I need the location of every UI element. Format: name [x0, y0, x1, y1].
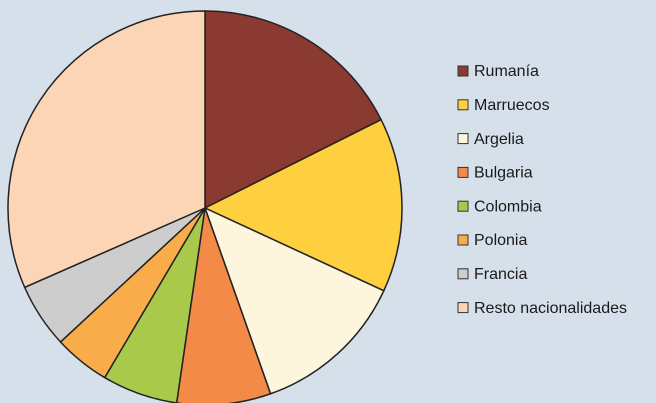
legend-label: Argelia	[474, 131, 524, 148]
legend-swatch	[457, 200, 469, 212]
pie-slice	[203, 118, 403, 292]
legend-swatch	[457, 133, 469, 145]
legend-label: Marruecos	[474, 97, 550, 114]
legend-swatch	[457, 268, 469, 280]
legend-label: Bulgaria	[474, 165, 533, 182]
pie-slice	[175, 207, 272, 403]
legend-swatch	[457, 65, 469, 77]
legend-swatch	[457, 302, 469, 314]
legend-label: Colombia	[474, 198, 542, 215]
legend-swatch	[457, 234, 469, 246]
legend-swatch	[457, 99, 469, 111]
legend-label: Francia	[474, 266, 527, 283]
legend-label: Polonia	[474, 232, 527, 249]
pie-slice	[203, 206, 385, 395]
legend-label: Resto nacionalidades	[474, 300, 627, 317]
legend-label: Rumanía	[474, 63, 539, 80]
pie-slice	[204, 10, 383, 210]
pie-slice	[7, 10, 206, 289]
legend-swatch	[457, 166, 469, 178]
